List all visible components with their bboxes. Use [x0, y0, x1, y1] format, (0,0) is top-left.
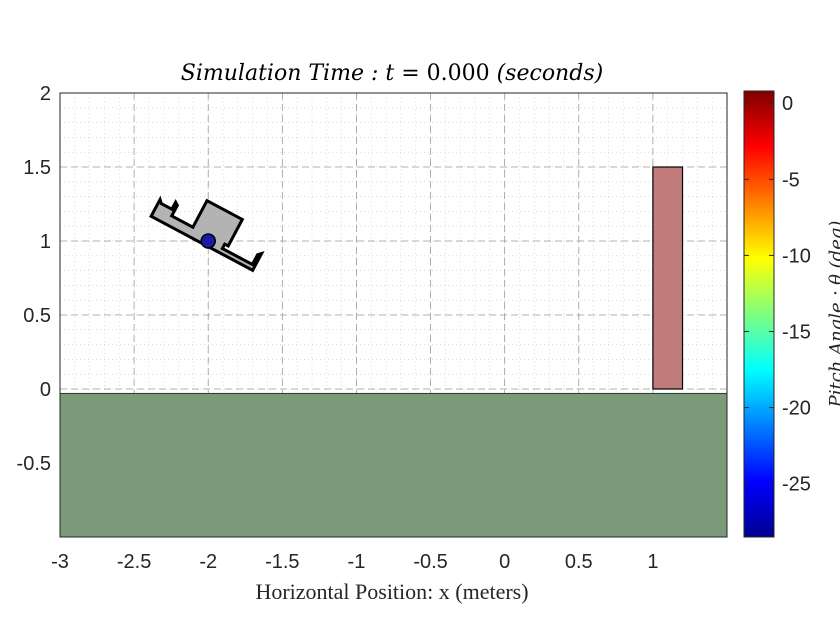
x-tick-label: 0: [499, 551, 510, 573]
y-tick-label: 0: [40, 379, 51, 401]
vehicle: [149, 195, 265, 273]
colorbar-ticks: 0 -5 -10 -15 -20 -25: [744, 93, 811, 496]
title-prefix: Simulation Time : t =: [181, 61, 427, 86]
colorbar-tick-label: 0: [782, 93, 793, 115]
x-tick-label: -2.5: [117, 551, 151, 573]
center-of-mass-marker: [200, 233, 216, 249]
colorbar-tick-label: -10: [782, 245, 811, 267]
obstacle-wall: [652, 166, 684, 390]
y-tick-labels: 2 1.5 1 0.5 0 -0.5: [17, 83, 51, 475]
x-tick-labels: -3 -2.5 -2 -1.5 -1 -0.5 0 0.5 1: [51, 551, 658, 573]
x-tick-label: 1: [647, 551, 658, 573]
x-tick-label: 0.5: [565, 551, 593, 573]
ground-area: [59, 392, 728, 538]
colorbar-tick-label: -5: [782, 169, 800, 191]
y-tick-label: 2: [40, 83, 51, 105]
title-unit: (seconds): [490, 61, 604, 86]
colorbar-tick-label: -15: [782, 322, 811, 344]
y-tick-label: -0.5: [17, 453, 51, 475]
colorbar: 0 -5 -10 -15 -20 -25 Pitch Angle : θ (deg): [743, 90, 840, 538]
colorbar-gradient: [743, 90, 775, 538]
colorbar-tick-label: -20: [782, 398, 811, 420]
title-time-value: 0.000: [427, 61, 490, 86]
colorbar-label: Pitch Angle : θ (deg): [826, 221, 840, 409]
colorbar-tick-label: -25: [782, 474, 811, 496]
y-tick-label: 1.5: [23, 157, 51, 179]
x-axis-label: Horizontal Position: x (meters): [255, 579, 528, 604]
x-tick-label: -2: [199, 551, 217, 573]
chart-title: Simulation Time : t = 0.000 (seconds): [181, 61, 603, 86]
x-tick-label: -3: [51, 551, 69, 573]
x-tick-label: -1.5: [265, 551, 299, 573]
axes-box: [59, 92, 728, 538]
x-tick-label: -1: [348, 551, 366, 573]
y-tick-label: 1: [40, 231, 51, 253]
y-tick-label: 0.5: [23, 305, 51, 327]
x-tick-label: -0.5: [413, 551, 447, 573]
plot-area: [59, 92, 728, 538]
